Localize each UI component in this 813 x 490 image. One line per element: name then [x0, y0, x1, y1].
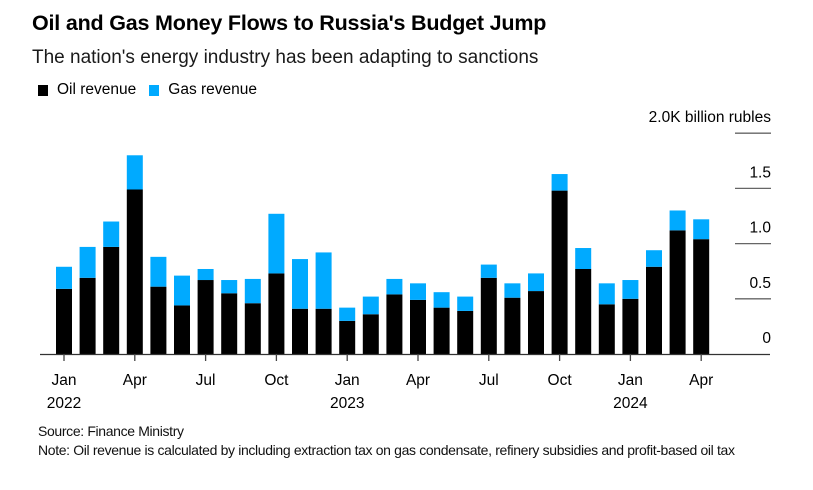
- bar-oil-revenue: [221, 293, 238, 354]
- bar-oil-revenue: [150, 286, 167, 354]
- bar-oil-revenue: [386, 294, 403, 354]
- bar-oil-revenue: [315, 308, 332, 354]
- bar-gas-revenue: [103, 221, 120, 247]
- x-tick-label: Jan: [52, 372, 77, 389]
- bar-oil-revenue: [79, 277, 96, 354]
- bar-gas-revenue: [598, 283, 615, 305]
- bar-oil-revenue: [244, 303, 261, 354]
- x-tick-label: Jul: [479, 372, 499, 389]
- bar-gas-revenue: [575, 248, 592, 269]
- bar-gas-revenue: [362, 296, 379, 315]
- bar-gas-revenue: [221, 280, 238, 294]
- x-tick-label: Apr: [123, 372, 147, 389]
- x-tick-label: Apr: [689, 372, 713, 389]
- bar-gas-revenue: [174, 275, 190, 306]
- y-tick-label: 0: [762, 330, 771, 347]
- legend-item-oil: Oil revenue: [38, 81, 136, 99]
- bar-oil-revenue: [197, 280, 214, 354]
- y-tick-label: 1.0: [749, 220, 771, 237]
- bar-gas-revenue: [126, 155, 143, 190]
- x-tick-year-label: 2024: [613, 395, 648, 412]
- footer: Source: Finance Ministry Note: Oil reven…: [38, 422, 788, 459]
- x-tick-label: Oct: [264, 372, 289, 389]
- bar-gas-revenue: [79, 246, 96, 278]
- bar-oil-revenue: [598, 304, 615, 354]
- bar-gas-revenue: [315, 252, 332, 309]
- bar-oil-revenue: [103, 246, 120, 354]
- x-axis: Jan 2022 Apr Jul Oct Jan 2023 Apr Jul Oct Jan 2024 A…: [40, 353, 770, 412]
- bar-oil-revenue: [575, 268, 592, 354]
- bar-gas-revenue: [693, 219, 710, 240]
- y-tick-label: 2.0K billion rubles: [649, 109, 772, 126]
- chart-plot: 0 0.5 1.0 1.5 2.0K billion rubles Jan 2022 Apr…: [40, 109, 772, 412]
- x-tick-year-label: 2022: [47, 395, 81, 412]
- x-tick-label: Jan: [335, 372, 360, 389]
- bars: [56, 155, 710, 354]
- bar-gas-revenue: [528, 273, 544, 292]
- bar-oil-revenue: [504, 297, 521, 354]
- legend: Oil revenue Gas revenue: [38, 81, 270, 99]
- bar-oil-revenue: [410, 299, 426, 354]
- bar-oil-revenue: [693, 239, 710, 354]
- bar-oil-revenue: [646, 266, 662, 354]
- bar-oil-revenue: [268, 273, 285, 354]
- bar-gas-revenue: [646, 250, 662, 267]
- legend-swatch-oil: [38, 84, 48, 96]
- y-tick-label: 0.5: [749, 275, 771, 292]
- chart-title: Oil and Gas Money Flows to Russia's Budg…: [32, 11, 547, 35]
- bar-oil-revenue: [292, 308, 308, 354]
- bar-gas-revenue: [410, 283, 426, 300]
- bar-gas-revenue: [268, 213, 285, 274]
- bar-gas-revenue: [197, 268, 214, 281]
- legend-item-gas: Gas revenue: [149, 81, 257, 99]
- x-tick-label: Jul: [196, 372, 216, 389]
- source-note: Source: Finance Ministry: [38, 423, 184, 439]
- bar-gas-revenue: [622, 280, 639, 299]
- bar-oil-revenue: [551, 190, 568, 354]
- bar-gas-revenue: [244, 278, 261, 304]
- bar-gas-revenue: [504, 283, 521, 298]
- legend-swatch-gas: [149, 84, 160, 96]
- bar-oil-revenue: [457, 310, 474, 354]
- bar-oil-revenue: [362, 314, 379, 354]
- bar-gas-revenue: [433, 292, 450, 308]
- bar-gas-revenue: [480, 264, 497, 278]
- bar-oil-revenue: [480, 277, 497, 354]
- bar-gas-revenue: [457, 296, 474, 311]
- bar-gas-revenue: [339, 307, 356, 321]
- bar-oil-revenue: [433, 307, 450, 354]
- bar-oil-revenue: [528, 291, 544, 354]
- x-tick-label: Jan: [618, 372, 643, 389]
- bar-oil-revenue: [339, 320, 356, 354]
- bar-oil-revenue: [622, 298, 639, 354]
- chart-subtitle: The nation's energy industry has been ad…: [32, 47, 539, 68]
- bar-oil-revenue: [669, 230, 686, 354]
- bar-gas-revenue: [150, 256, 167, 287]
- x-tick-label: Apr: [406, 372, 430, 389]
- methodology-note: Note: Oil revenue is calculated by inclu…: [38, 441, 735, 458]
- x-tick-label: Oct: [548, 372, 573, 389]
- bar-oil-revenue: [56, 288, 72, 354]
- bar-gas-revenue: [386, 278, 403, 295]
- bar-gas-revenue: [56, 266, 72, 289]
- y-tick-label: 1.5: [749, 164, 771, 181]
- bar-gas-revenue: [551, 174, 568, 191]
- legend-label-oil: Oil revenue: [57, 81, 137, 98]
- bar-gas-revenue: [292, 259, 308, 309]
- x-tick-year-label: 2023: [330, 395, 364, 412]
- legend-label-gas: Gas revenue: [168, 81, 258, 98]
- bar-oil-revenue: [174, 305, 190, 354]
- y-axis: 0 0.5 1.0 1.5 2.0K billion rubles: [649, 109, 772, 347]
- bar-gas-revenue: [669, 210, 686, 231]
- bar-oil-revenue: [126, 189, 143, 354]
